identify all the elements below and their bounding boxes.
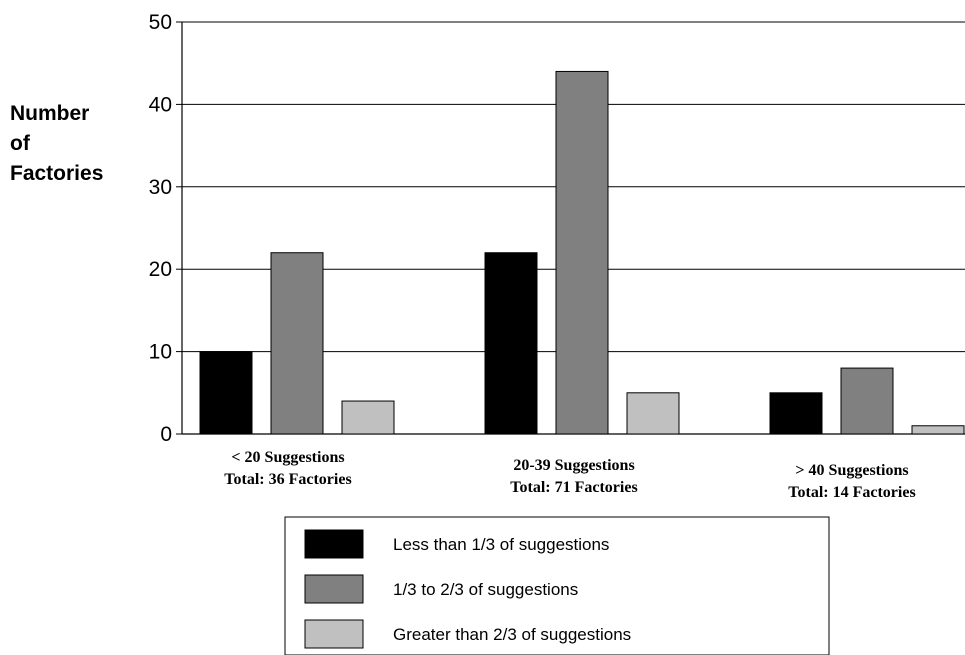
bar bbox=[769, 392, 823, 435]
y-axis-label-line-1: Number bbox=[10, 102, 89, 125]
bar bbox=[626, 392, 680, 435]
category-label: 20-39 Suggestions bbox=[513, 457, 634, 474]
bar bbox=[484, 252, 538, 435]
legend-label: Greater than 2/3 of suggestions bbox=[393, 625, 631, 644]
y-tick-label: 10 bbox=[149, 341, 172, 364]
category-label: > 40 Suggestions bbox=[795, 462, 908, 479]
y-tick-label: 20 bbox=[149, 258, 172, 281]
y-tick-label: 0 bbox=[160, 423, 172, 446]
y-tick-label: 30 bbox=[149, 176, 172, 199]
category-total-label: Total: 71 Factories bbox=[510, 479, 637, 496]
legend-box bbox=[284, 516, 830, 655]
y-tick-label: 50 bbox=[149, 11, 172, 34]
legend-label: Less than 1/3 of suggestions bbox=[393, 535, 609, 554]
y-axis-label-line-3: Factories bbox=[10, 162, 103, 185]
bar bbox=[341, 400, 395, 435]
legend-swatch bbox=[304, 574, 364, 604]
legend: Less than 1/3 of suggestions 1/3 to 2/3 o… bbox=[284, 516, 830, 655]
bar bbox=[555, 70, 609, 435]
bar bbox=[270, 252, 324, 435]
y-tick-label: 40 bbox=[149, 93, 172, 116]
bars bbox=[199, 70, 965, 435]
bar bbox=[840, 367, 894, 435]
bar bbox=[911, 425, 965, 435]
category-total-label: Total: 36 Factories bbox=[224, 471, 351, 488]
category-label: < 20 Suggestions bbox=[231, 449, 344, 466]
y-axis-label-line-2: of bbox=[10, 132, 31, 155]
legend-swatch bbox=[304, 529, 364, 559]
y-axis-label: Number of Factories bbox=[10, 102, 103, 185]
category-total-label: Total: 14 Factories bbox=[788, 484, 915, 501]
bar bbox=[199, 351, 253, 435]
legend-swatch bbox=[304, 619, 364, 649]
legend-label: 1/3 to 2/3 of suggestions bbox=[393, 580, 578, 599]
category-labels: < 20 Suggestions Total: 36 Factories 20-39… bbox=[224, 449, 915, 501]
y-tick-labels: 0 10 20 30 40 50 bbox=[149, 11, 172, 446]
